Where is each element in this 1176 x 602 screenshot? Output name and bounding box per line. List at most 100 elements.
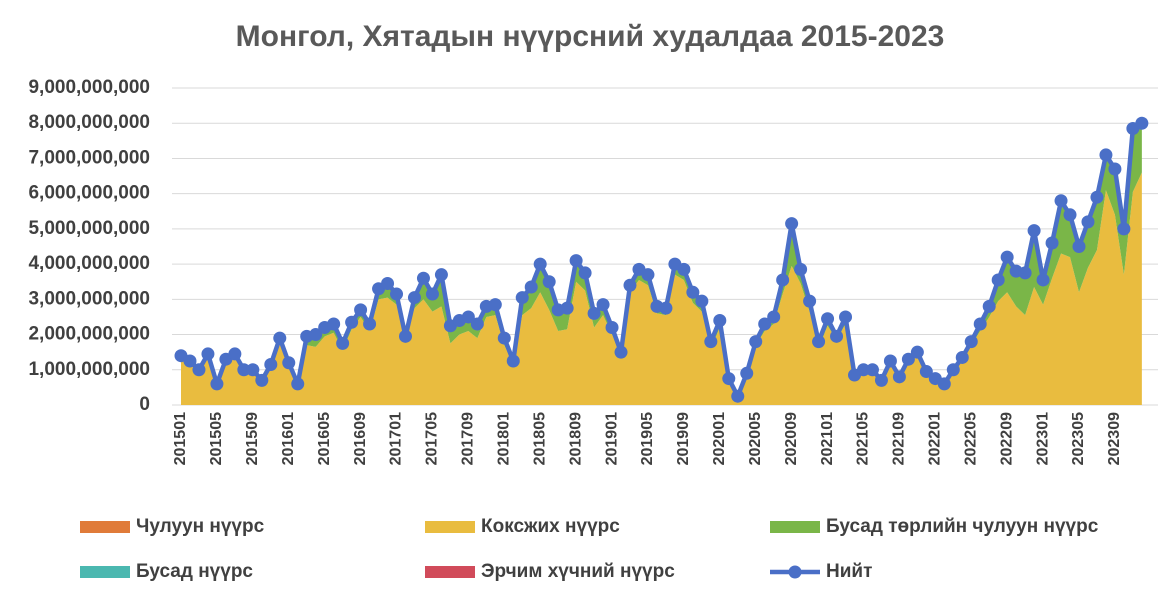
legend-swatch	[80, 566, 130, 578]
marker	[327, 317, 341, 331]
marker	[210, 377, 224, 391]
x-tick-label: 201701	[388, 412, 405, 465]
legend-item: Нийт	[770, 561, 872, 582]
marker	[865, 363, 879, 377]
x-tick-label: 201509	[244, 412, 261, 465]
y-tick-label: 9,000,000,000	[28, 77, 150, 98]
marker	[758, 317, 772, 331]
marker	[901, 352, 915, 366]
marker	[596, 298, 610, 312]
x-tick-label: 202105	[855, 412, 872, 465]
marker	[749, 335, 763, 349]
marker	[946, 363, 960, 377]
legend-swatch	[788, 565, 802, 579]
marker	[677, 262, 691, 276]
marker	[183, 354, 197, 368]
y-tick-label: 4,000,000,000	[28, 253, 150, 274]
marker	[695, 294, 709, 308]
marker	[937, 377, 951, 391]
marker	[973, 317, 987, 331]
marker	[614, 345, 628, 359]
x-tick-label: 202101	[819, 412, 836, 465]
x-tick-label: 201505	[208, 412, 225, 465]
marker	[704, 335, 718, 349]
y-tick-label: 6,000,000,000	[28, 183, 150, 204]
marker	[282, 356, 296, 370]
marker	[839, 310, 853, 324]
marker	[794, 262, 808, 276]
marker	[407, 291, 421, 305]
marker	[740, 366, 754, 380]
legend-item: Бусад төрлийн чулуун нүүрс	[770, 516, 1099, 537]
marker	[1000, 250, 1014, 264]
marker	[201, 347, 215, 361]
marker	[1072, 240, 1086, 253]
marker	[713, 313, 727, 327]
marker	[731, 389, 745, 403]
marker	[336, 336, 350, 350]
x-tick-label: 202005	[747, 412, 764, 465]
x-tick-label: 201905	[639, 412, 656, 465]
x-tick-label: 201601	[280, 412, 297, 465]
marker	[964, 335, 978, 349]
x-tick-label: 202309	[1106, 412, 1123, 465]
marker	[363, 317, 377, 331]
marker	[524, 280, 538, 294]
marker	[425, 287, 439, 301]
marker	[578, 266, 592, 280]
marker	[192, 363, 206, 377]
x-tick-label: 201605	[316, 412, 333, 465]
y-tick-label: 5,000,000,000	[28, 218, 150, 239]
marker	[1036, 273, 1050, 287]
marker	[237, 363, 251, 377]
marker	[1054, 194, 1068, 208]
y-tick-label: 3,000,000,000	[28, 288, 150, 309]
marker	[1117, 222, 1131, 236]
x-tick-label: 202201	[927, 412, 944, 465]
marker	[560, 301, 574, 315]
x-tick-label: 201705	[424, 412, 441, 465]
legend-label: Нийт	[826, 561, 872, 582]
y-tick-label: 1,000,000,000	[28, 359, 150, 380]
legend-swatch	[425, 521, 475, 533]
x-tick-label: 202305	[1070, 412, 1087, 465]
marker	[228, 347, 242, 361]
marker	[399, 329, 412, 343]
marker	[354, 303, 368, 317]
marker	[1099, 148, 1113, 162]
y-tick-label: 0	[139, 394, 150, 415]
marker	[1081, 215, 1095, 229]
marker	[246, 363, 260, 377]
x-tick-label: 201609	[352, 412, 369, 465]
legend-item: Эрчим хүчний нүүрс	[425, 561, 675, 582]
marker	[533, 257, 547, 271]
x-tick-label: 202205	[962, 412, 979, 465]
legend-label: Бусад нүүрс	[136, 561, 253, 582]
x-tick-label: 202209	[998, 412, 1015, 465]
marker	[812, 335, 826, 349]
marker	[470, 317, 484, 331]
x-tick-label: 202009	[783, 412, 800, 465]
marker	[767, 310, 781, 324]
marker	[1090, 190, 1104, 204]
x-tick-label: 201909	[675, 412, 692, 465]
legend-item: Коксжих нүүрс	[425, 516, 620, 537]
marker	[910, 345, 924, 359]
marker	[722, 372, 736, 386]
marker	[883, 354, 897, 368]
area	[181, 172, 1142, 405]
marker	[291, 377, 305, 391]
x-tick-label: 201805	[531, 412, 548, 465]
marker	[874, 373, 888, 387]
x-tick-label: 202001	[711, 412, 728, 465]
legend-label: Чулуун нүүрс	[136, 516, 265, 537]
marker	[1063, 208, 1077, 222]
marker	[309, 328, 323, 342]
marker	[686, 285, 700, 299]
marker	[488, 298, 502, 312]
legend-label: Коксжих нүүрс	[481, 516, 620, 537]
marker	[641, 268, 655, 282]
marker	[892, 370, 906, 384]
marker	[919, 365, 933, 379]
